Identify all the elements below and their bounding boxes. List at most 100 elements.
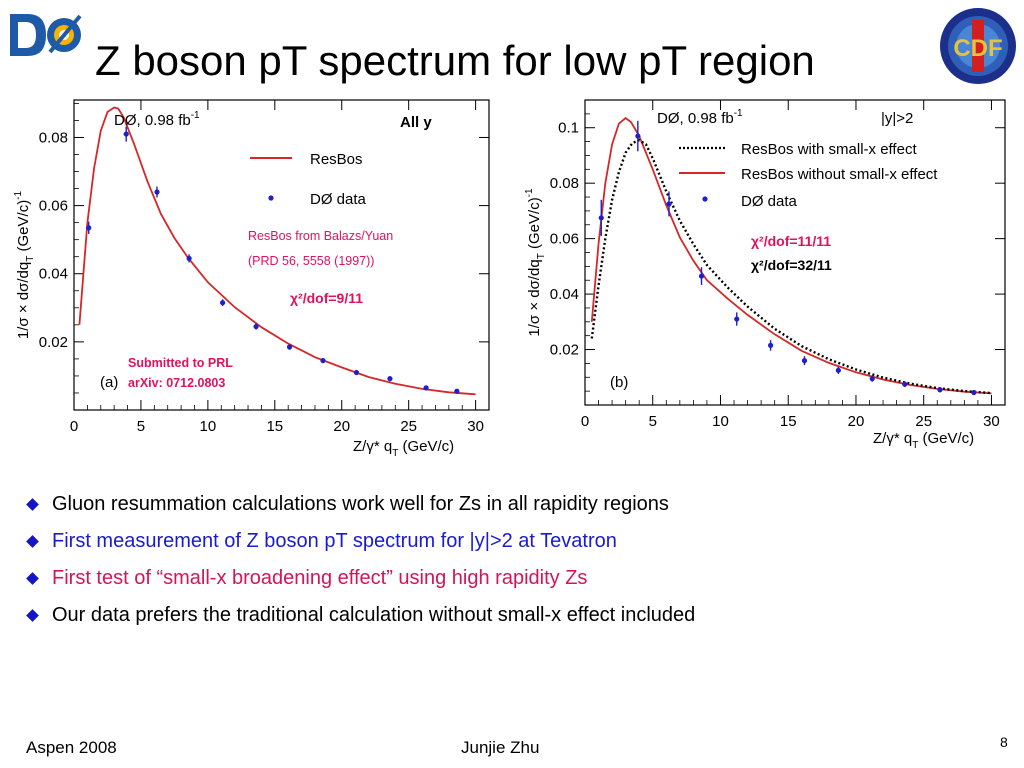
- data-point: [123, 131, 129, 137]
- y-tick-label: 0.02: [550, 342, 579, 359]
- data-point: [937, 387, 943, 393]
- legend-text-no-small-x: ResBos without small-x effect: [741, 166, 938, 183]
- legend-point-data: [268, 195, 274, 201]
- legend-text-data: DØ data: [310, 191, 367, 208]
- x-tick-label: 20: [333, 418, 350, 435]
- bullet-item: First measurement of Z boson pT spectrum…: [26, 523, 695, 560]
- data-point: [253, 323, 259, 330]
- diamond-bullet-icon: [26, 572, 39, 585]
- bullet-text: First test of “small-x broadening effect…: [52, 567, 588, 589]
- legend-point-data: [702, 196, 708, 202]
- x-tick-label: 10: [200, 418, 217, 435]
- data-point: [154, 189, 160, 195]
- legend-text-data: DØ data: [741, 193, 798, 210]
- data-point: [734, 316, 740, 322]
- bullet-item: Gluon resummation calculations work well…: [26, 486, 695, 523]
- chi2-no-small-x: χ²/dof=11/11: [751, 233, 831, 249]
- data-point: [768, 342, 774, 348]
- bullet-text: Gluon resummation calculations work well…: [52, 493, 669, 515]
- bullet-list: Gluon resummation calculations work well…: [26, 486, 696, 634]
- x-axis-label: Z/γ* qT (GeV/c): [873, 430, 974, 451]
- data-point: [635, 133, 641, 139]
- data-point: [320, 358, 326, 364]
- bullet-item: Our data prefers the traditional calcula…: [26, 597, 696, 634]
- x-tick-label: 25: [400, 418, 417, 435]
- cdf-logo: CDF: [940, 8, 1016, 84]
- y-tick-label: 0.06: [550, 231, 579, 248]
- data-point: [598, 215, 604, 221]
- diamond-bullet-icon: [26, 609, 39, 622]
- x-axis-label: Z/γ* qT (GeV/c): [353, 438, 454, 459]
- data-point: [801, 358, 808, 364]
- x-tick-label: 15: [780, 413, 797, 430]
- x-tick-label: 20: [848, 413, 865, 430]
- x-tick-label: 30: [467, 418, 484, 435]
- data-point: [387, 376, 393, 382]
- y-tick-label: 0.1: [558, 120, 579, 137]
- data-point: [353, 369, 360, 376]
- y-tick-label: 0.08: [550, 175, 579, 192]
- page-number: 8: [1000, 734, 1008, 750]
- x-tick-label: 0: [581, 413, 589, 430]
- bullet-item: First test of “small-x broadening effect…: [26, 560, 695, 597]
- y-axis-label: 1/σ × dσ/dqT (GeV/c)-1: [13, 190, 36, 339]
- experiment-label: DØ, 0.98 fb-1: [114, 110, 200, 129]
- region-label: |y|>2: [881, 110, 913, 127]
- y-tick-label: 0.08: [39, 129, 68, 146]
- y-tick-label: 0.02: [39, 334, 68, 351]
- svg-text:CDF: CDF: [953, 35, 1002, 62]
- series-group: [78, 106, 476, 396]
- footer-author: Junjie Zhu: [461, 738, 540, 757]
- data-point: [698, 273, 705, 279]
- chart-panel-a: 1/σ × dσ/dqT (GeV/c)-1 0 5 10 15 20 25 300.020…: [13, 99, 490, 459]
- x-tick-label: 30: [983, 413, 1000, 430]
- chart-panel-b: 1/σ × dσ/dqT (GeV/c)-1 0 5 10 15 20 25 300.020…: [524, 99, 1006, 451]
- y-axis-label-text: 1/σ × dσ/dqT (GeV/c)-1: [13, 190, 36, 339]
- x-tick-label: 5: [137, 418, 145, 435]
- diamond-bullet-icon: [26, 498, 39, 511]
- data-point: [286, 344, 293, 350]
- submitted-note-1: Submitted to PRL: [128, 356, 233, 370]
- x-tick-label: 10: [712, 413, 729, 430]
- d0-logo: [8, 12, 94, 56]
- y-tick-label: 0.04: [39, 266, 68, 283]
- data-point: [186, 255, 192, 262]
- y-tick-label: 0.04: [550, 286, 579, 303]
- legend-text-resbos: ResBos: [310, 151, 363, 168]
- footer-venue: Aspen 2008: [26, 738, 117, 757]
- bullet-text: Our data prefers the traditional calcula…: [52, 604, 696, 626]
- chi2-small-x: χ²/dof=32/11: [751, 257, 832, 273]
- chi2-label: χ²/dof=9/11: [290, 290, 363, 306]
- panel-label: (b): [610, 374, 628, 391]
- experiment-label: DØ, 0.98 fb-1: [657, 108, 743, 127]
- y-axis-label-text: 1/σ × dσ/dqT (GeV/c)-1: [524, 188, 547, 337]
- x-tick-label: 15: [266, 418, 283, 435]
- submitted-note-2: arXiv: 0712.0803: [128, 376, 225, 390]
- data-point: [86, 225, 92, 231]
- axis-ticks: 0 5 10 15 20 25 30 0.02 0.04 0.06 0.08 0.1: [550, 100, 1005, 430]
- axis-ticks: 0 5 10 15 20 25 30 0.02 0.04 0.06 0.08: [39, 100, 489, 435]
- plot-frame: [73, 99, 490, 411]
- x-tick-label: 5: [649, 413, 657, 430]
- source-note-1: ResBos from Balazs/Yuan: [248, 229, 393, 243]
- y-tick-label: 0.06: [39, 198, 68, 215]
- data-point: [454, 388, 460, 394]
- region-label: All y: [400, 114, 432, 131]
- diamond-bullet-icon: [26, 535, 39, 548]
- data-point: [219, 300, 226, 306]
- series-line-resbos: [590, 116, 992, 395]
- bullet-text: First measurement of Z boson pT spectrum…: [52, 530, 617, 552]
- data-point: [835, 367, 841, 373]
- data-point: [423, 385, 429, 391]
- panel-label: (a): [100, 374, 118, 391]
- x-tick-label: 0: [70, 418, 78, 435]
- legend-text-small-x: ResBos with small-x effect: [741, 141, 917, 158]
- data-point: [902, 381, 908, 387]
- series-line-resbos: [78, 106, 476, 396]
- x-tick-label: 25: [915, 413, 932, 430]
- y-axis-label: 1/σ × dσ/dqT (GeV/c)-1: [524, 188, 547, 337]
- data-point: [666, 201, 672, 207]
- source-note-2: (PRD 56, 5558 (1997)): [248, 254, 374, 268]
- series-group: [590, 116, 992, 396]
- slide-title: Z boson pT spectrum for low pT region: [95, 37, 815, 84]
